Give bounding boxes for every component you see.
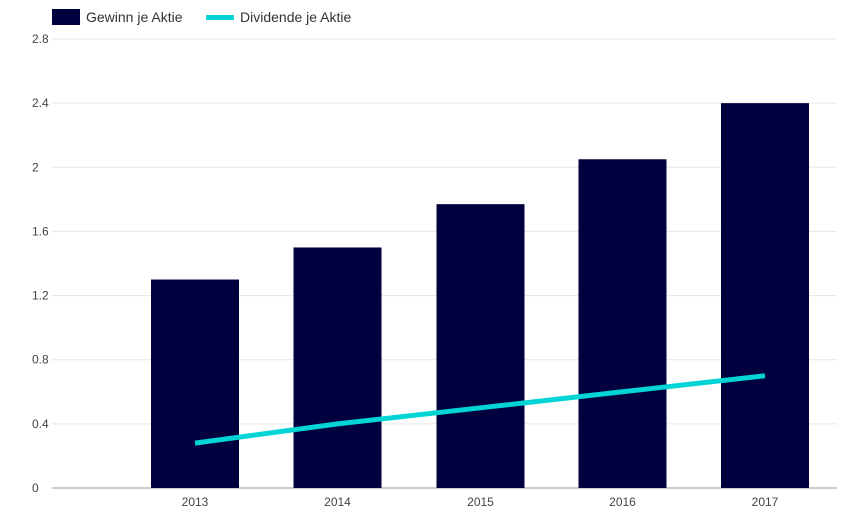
- y-tick-label: 2: [32, 160, 39, 174]
- legend-label-gewinn: Gewinn je Aktie: [86, 9, 183, 25]
- legend-item-gewinn[interactable]: Gewinn je Aktie: [52, 9, 183, 25]
- bar-2017: [721, 103, 809, 489]
- y-tick-label: 2.8: [32, 32, 49, 46]
- legend-swatch-line: [206, 14, 234, 20]
- dividende-line: [194, 373, 766, 446]
- y-tick-label: 0.4: [32, 417, 49, 431]
- y-tick-label: 2.4: [32, 96, 49, 110]
- x-tick-label: 2017: [752, 495, 779, 509]
- bar-2015: [436, 204, 525, 489]
- legend-swatch-bar: [52, 9, 80, 25]
- legend-item-dividende[interactable]: Dividende je Aktie: [206, 9, 351, 25]
- bar-2014: [293, 247, 382, 488]
- y-tick-label: 0: [32, 481, 39, 495]
- y-tick-label: 1.2: [32, 289, 49, 303]
- x-tick-label: 2014: [324, 495, 351, 509]
- legend-label-dividende: Dividende je Aktie: [240, 9, 352, 25]
- x-tick-label: 2016: [609, 495, 636, 509]
- bar-2016: [578, 159, 667, 488]
- x-tick-label: 2013: [182, 495, 209, 509]
- y-tick-label: 0.8: [32, 353, 49, 367]
- x-tick-label: 2015: [467, 495, 494, 509]
- bar-2013: [151, 279, 239, 488]
- legend: Gewinn je Aktie Dividende je Aktie: [0, 0, 866, 36]
- y-tick-label: 1.6: [32, 224, 49, 238]
